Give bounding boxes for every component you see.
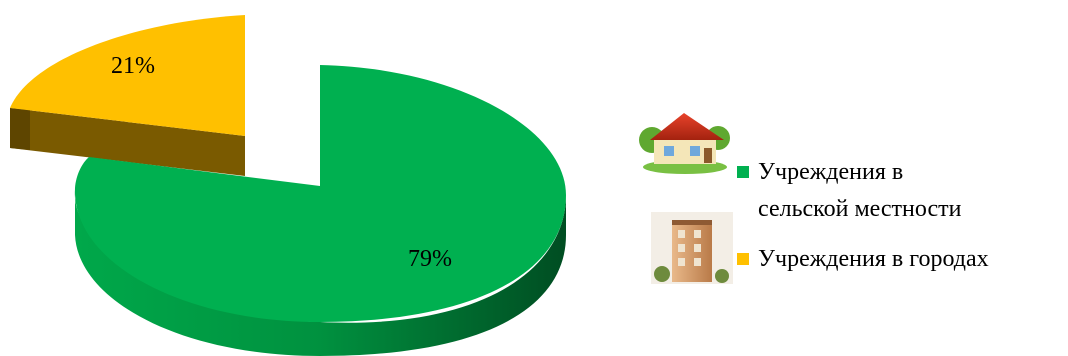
- slice-urban-side-inner: [10, 108, 30, 150]
- legend-swatch-urban: [737, 253, 749, 265]
- slice-urban-side: [10, 108, 245, 176]
- slice-rural-side: [74, 190, 567, 356]
- slice-rural: [74, 65, 567, 322]
- legend-item-urban: Учреждения в городах: [651, 212, 989, 284]
- legend-label-rural-line2: сельской местности: [758, 196, 962, 222]
- legend-item-rural: Учреждения в сельской местности: [639, 112, 962, 222]
- legend-label-urban: Учреждения в городах: [758, 246, 989, 272]
- city-building-icon: [651, 212, 733, 284]
- rural-house-icon: [639, 112, 735, 174]
- legend-swatch-rural: [737, 166, 749, 178]
- slice-urban: [10, 15, 245, 136]
- legend-label-rural-line1: Учреждения в: [758, 159, 903, 185]
- data-label-rural: 79%: [408, 246, 452, 272]
- data-label-urban: 21%: [111, 53, 155, 79]
